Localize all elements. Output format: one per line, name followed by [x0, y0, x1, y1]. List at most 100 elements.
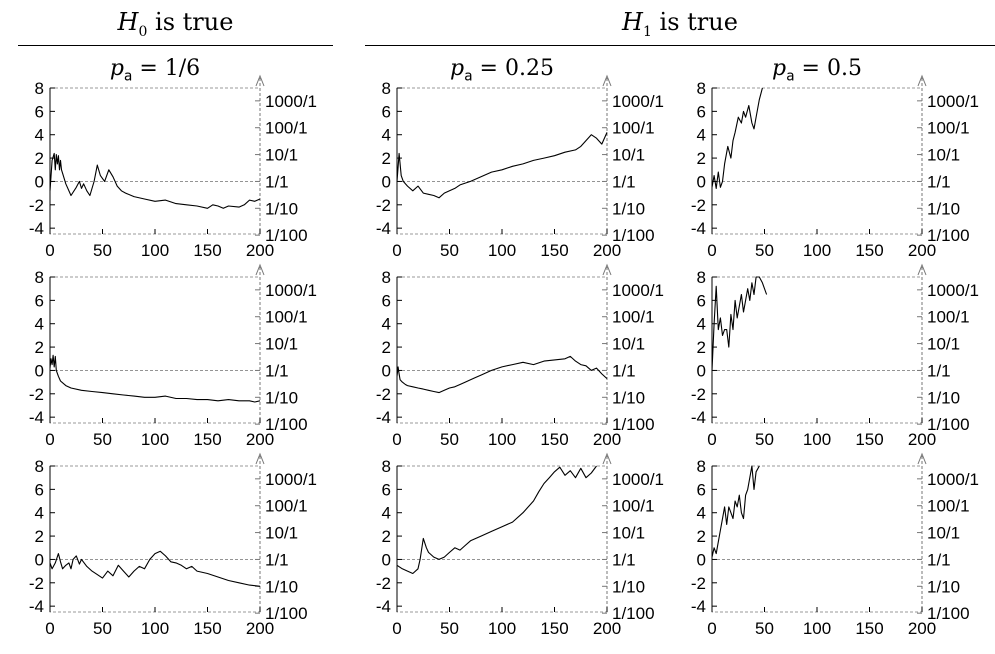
panel-3-1-ytick-right-label: 1000/1	[265, 470, 317, 489]
panel-1-3-ytick-left-label: -2	[691, 196, 706, 215]
panel-2-2-ytick-right-label: 10/1	[612, 335, 645, 354]
col2-eq: = 0.25	[472, 56, 554, 81]
panel-3-3-ytick-left-label: 6	[697, 480, 706, 499]
panel-3-3-ytick-left-label: 4	[697, 504, 706, 523]
panel-1-2-ytick-right-label: 1/10	[612, 199, 645, 218]
panel-1-2-ytick-left-label: 2	[382, 149, 391, 168]
panel-2-3-ytick-left-label: -2	[691, 385, 706, 404]
panel-1-2-xtick-label: 100	[488, 241, 516, 260]
panel-3-1-ytick-left-label: 4	[35, 504, 44, 523]
panel-2-1-ytick-left-label: 0	[35, 361, 44, 380]
panel-2-3-xtick-label: 0	[707, 430, 716, 449]
panel-2-1-ytick-left-label: -4	[29, 408, 44, 427]
panel-1-3-xtick-label: 150	[855, 241, 883, 260]
panel-1-3-frame	[711, 87, 923, 235]
panel-1-3-ytick-left-label: 0	[697, 172, 706, 191]
panel-3-3-ytick-left-label: -2	[691, 574, 706, 593]
panel-1-1-xtick-label: 100	[141, 241, 169, 260]
panel-1-1-xtick-label: 150	[193, 241, 221, 260]
panel-2-3-series-line	[711, 276, 768, 371]
panel-3-1-right-axis-arrow	[255, 452, 265, 465]
panel-3-1-ytick-left-label: 6	[35, 480, 44, 499]
panel-1-3-ytick-right-label: 1/10	[927, 199, 960, 218]
panel-2-3-ytick-left-label: -4	[691, 408, 706, 427]
col3-eq: = 0.5	[794, 56, 862, 81]
panel-2-1-ytick-left-label: 2	[35, 338, 44, 357]
panel-3-1-ytick-left-label: 0	[35, 550, 44, 569]
panel-1-3-ytick-right-label: 100/1	[927, 119, 970, 138]
panel-3-2-ytick-right-label: 1000/1	[612, 470, 664, 489]
panel-2-3-ytick-left-label: 8	[697, 268, 706, 287]
panel-1-3-ytick-right-label: 1/1	[927, 172, 951, 191]
panel-3-2-xtick-label: 150	[540, 619, 568, 638]
panel-2-1-xtick-label: 50	[93, 430, 112, 449]
panel-2-3-xtick-label: 150	[855, 430, 883, 449]
panel-1-2-ytick-left-label: 4	[382, 126, 391, 145]
panel-1-1-right-axis-arrow	[255, 74, 265, 87]
panel-3-3-frame	[711, 465, 923, 613]
panel-3-3-xtick-label: 0	[707, 619, 716, 638]
panel-2-2-xtick-label: 0	[392, 430, 401, 449]
panel-1-3-ytick-right-label: 1/100	[927, 226, 970, 245]
panel-1-3-ytick-right-label: 10/1	[927, 146, 960, 165]
panel-3-3-xtick-label: 50	[755, 619, 774, 638]
panel-1-2-ytick-right-label: 10/1	[612, 146, 645, 165]
panel-2-2-xtick-label: 150	[540, 430, 568, 449]
panel-2-2-right-axis-arrow	[602, 263, 612, 276]
panel-2-1-ytick-right-label: 1/1	[265, 361, 289, 380]
panel-1-1-series-line	[49, 152, 261, 209]
panel-3-2-series-line	[396, 465, 597, 575]
panel-1-1-ytick-right-label: 1/100	[265, 226, 308, 245]
panel-3-1-ytick-right-label: 1/10	[265, 577, 298, 596]
panel-2-3-ytick-right-label: 1/10	[927, 388, 960, 407]
panel-2-3-xtick-label: 50	[755, 430, 774, 449]
panel-3-3-ytick-right-label: 1/1	[927, 550, 951, 569]
panel-1-2-frame	[396, 87, 608, 235]
panel-2-3-ytick-right-label: 1/1	[927, 361, 951, 380]
panel-3-1-xtick-label: 50	[93, 619, 112, 638]
panel-3-1-ytick-left-label: 8	[35, 457, 44, 476]
panel-3-3-ytick-left-label: 8	[697, 457, 706, 476]
panel-1-2-ytick-right-label: 1/100	[612, 226, 655, 245]
panel-2-3-ytick-right-label: 1000/1	[927, 281, 979, 300]
panel-1-1-ytick-left-label: -4	[29, 219, 44, 238]
panel-1-1-frame	[49, 87, 261, 235]
panel-2-3-right-axis-arrow	[917, 263, 927, 276]
col3-sub: a	[786, 68, 795, 85]
col2-var: p	[450, 56, 465, 81]
panel-3-3-ytick-left-label: -4	[691, 597, 706, 616]
panel-2-3-ytick-left-label: 2	[697, 338, 706, 357]
panel-1-2-ytick-left-label: 8	[382, 79, 391, 98]
panel-3-1-ytick-left-label: -2	[29, 574, 44, 593]
panel-2-2-ytick-right-label: 1/100	[612, 415, 655, 434]
panel-1-3-xtick-label: 0	[707, 241, 716, 260]
h1-text: is true	[651, 8, 738, 36]
panel-1-1-ytick-right-label: 1/10	[265, 199, 298, 218]
panel-3-1-ytick-left-label: -4	[29, 597, 44, 616]
panel-3-2-ytick-left-label: 4	[382, 504, 391, 523]
panel-2-1-ytick-right-label: 1/100	[265, 415, 308, 434]
panel-2-3-ytick-left-label: 0	[697, 361, 706, 380]
panel-2-2-ytick-left-label: 8	[382, 268, 391, 287]
panel-1-1-ytick-left-label: -2	[29, 196, 44, 215]
h0-text: is true	[147, 8, 234, 36]
panel-2-1-xtick-label: 150	[193, 430, 221, 449]
panel-3-1-xtick-label: 200	[246, 619, 274, 638]
panel-1-2-xtick-label: 200	[593, 241, 621, 260]
panel-2-2-ytick-right-label: 100/1	[612, 308, 655, 327]
header-h1: H1 is true	[365, 8, 995, 40]
panel-1-2-series-line	[396, 132, 608, 199]
panel-2-1-right-axis-arrow	[255, 263, 265, 276]
panel-2-2-ytick-right-label: 1000/1	[612, 281, 664, 300]
column-title-2: pa = 0.25	[397, 56, 607, 84]
panel-1-1-ytick-left-label: 2	[35, 149, 44, 168]
header-h0-rule	[18, 45, 333, 46]
col1-eq: = 1/6	[132, 56, 201, 81]
panel-2-1-ytick-right-label: 10/1	[265, 335, 298, 354]
panel-1-2-ytick-left-label: -4	[376, 219, 391, 238]
panel-2-2-xtick-label: 100	[488, 430, 516, 449]
panel-3-1-ytick-right-label: 10/1	[265, 524, 298, 543]
panel-3-2-ytick-right-label: 1/1	[612, 550, 636, 569]
h0-subscript: 0	[138, 23, 148, 40]
